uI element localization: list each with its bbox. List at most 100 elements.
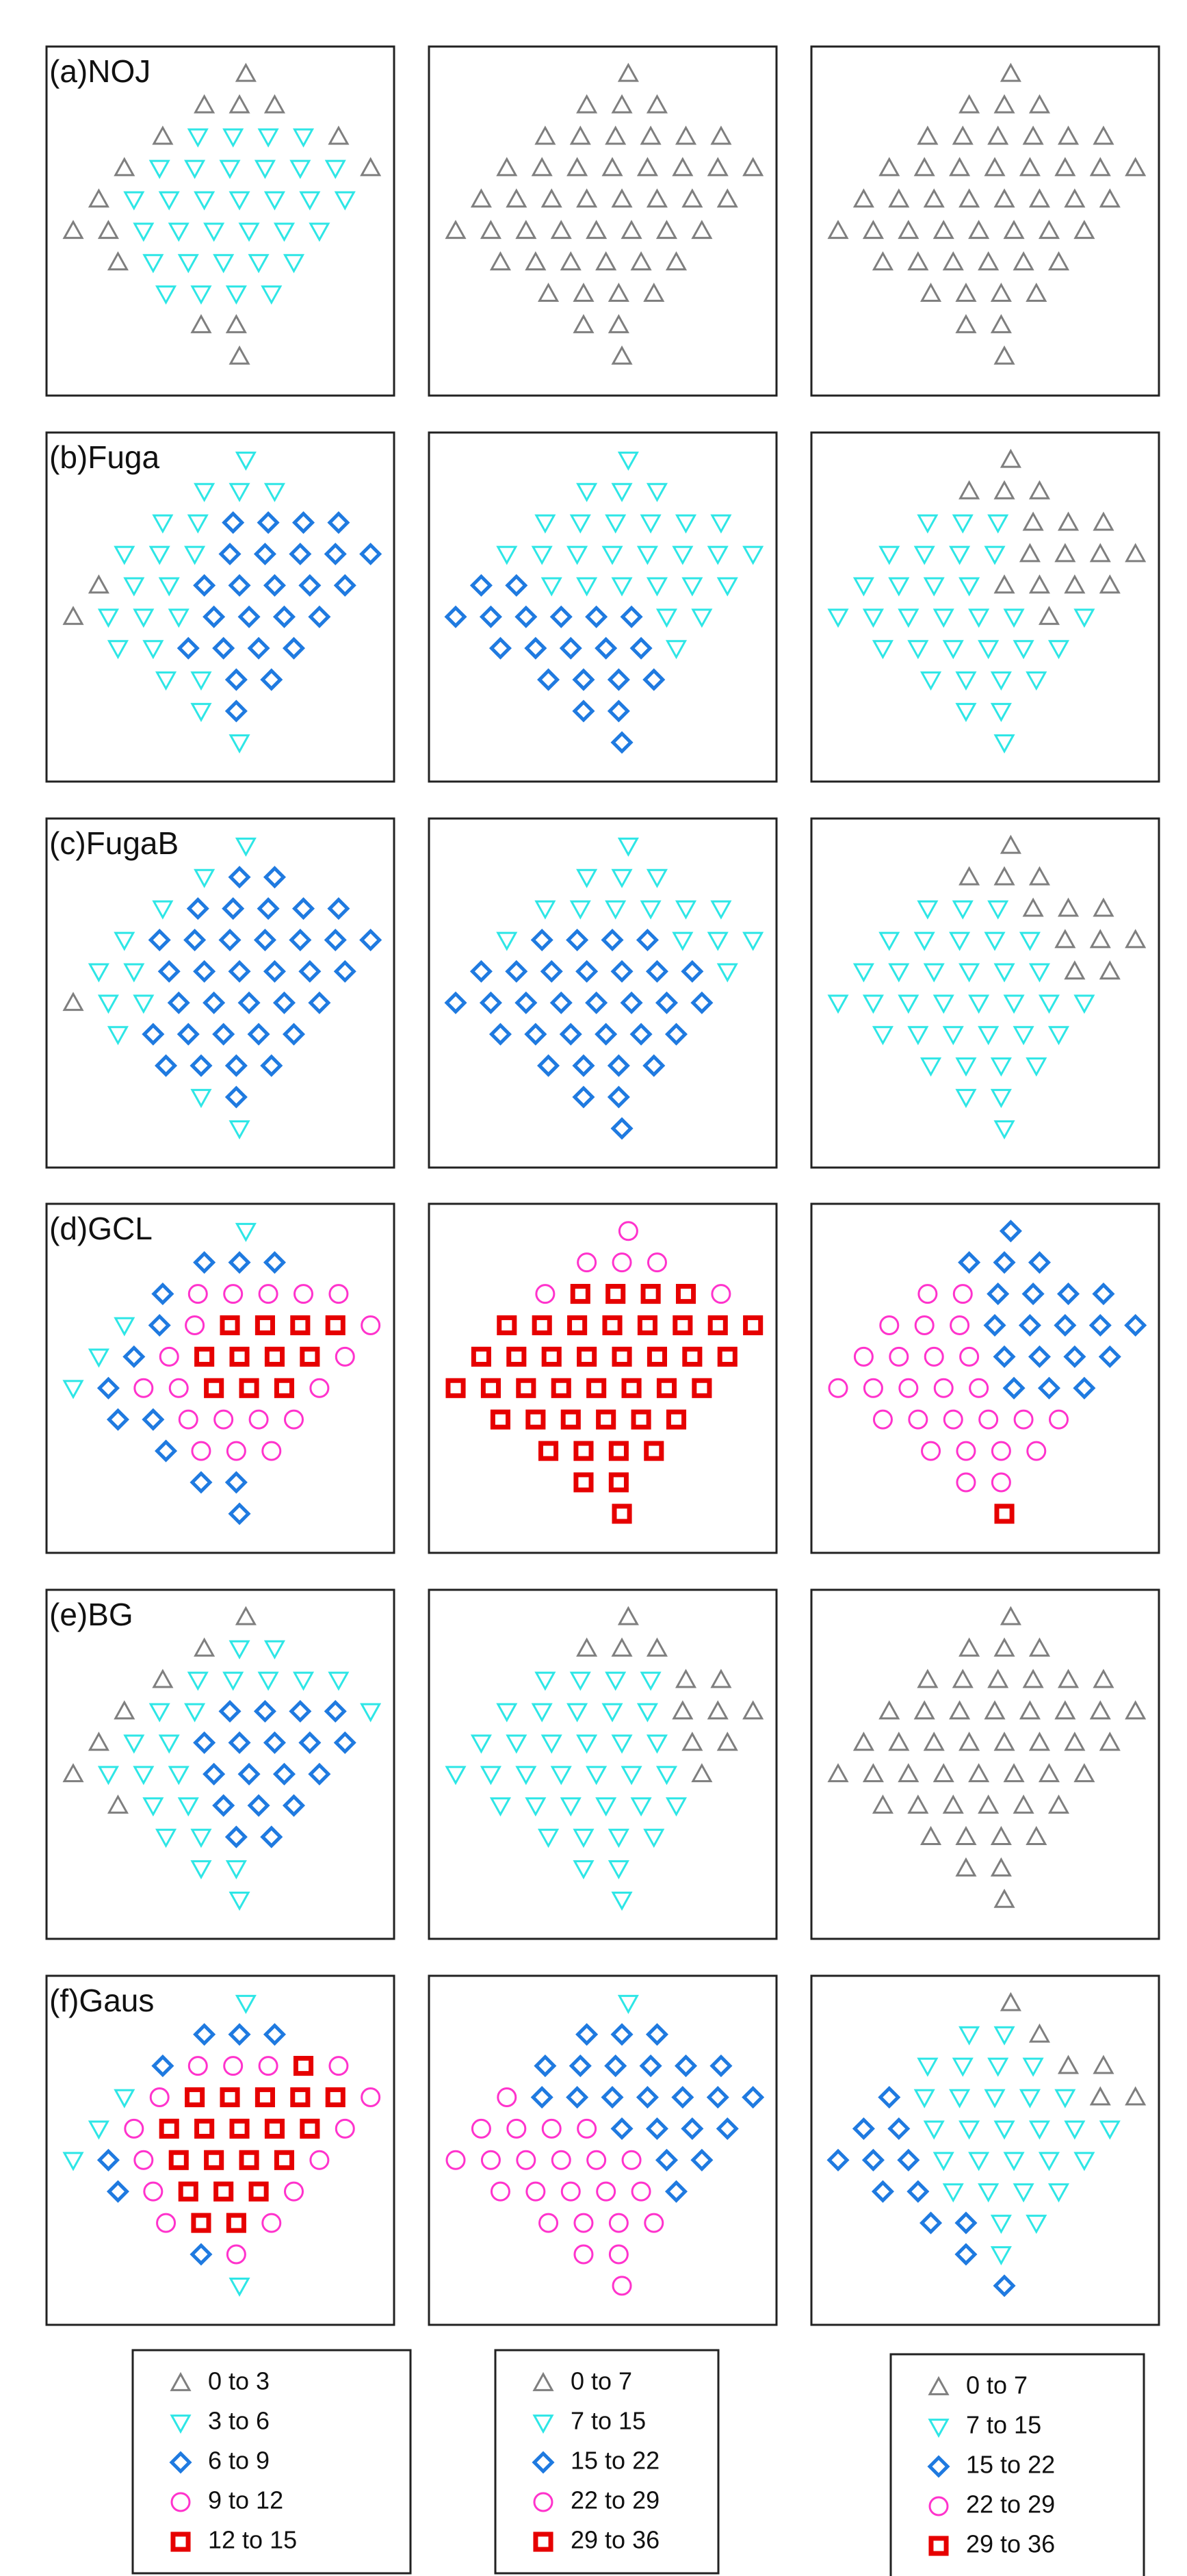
turbine-marker xyxy=(573,1829,595,1849)
turbine-marker xyxy=(1026,671,1047,691)
turbine-marker xyxy=(871,2180,894,2203)
turbine-marker xyxy=(968,994,990,1014)
panel-frame xyxy=(810,1588,1160,1940)
turbine-marker xyxy=(248,254,270,274)
turbine-marker xyxy=(828,1378,848,1398)
turbine-marker xyxy=(327,897,350,920)
turbine-marker xyxy=(187,1671,209,1691)
turbine-marker xyxy=(253,928,276,952)
turbine-marker xyxy=(194,94,216,114)
turbine-marker xyxy=(913,931,935,951)
legend-marker xyxy=(928,2536,949,2556)
turbine-marker xyxy=(993,94,1015,114)
turbine-marker xyxy=(943,1409,963,1430)
turbine-marker xyxy=(569,1671,591,1691)
turbine-marker xyxy=(62,1380,84,1400)
turbine-marker xyxy=(984,157,1006,177)
turbine-marker xyxy=(607,1054,630,1077)
turbine-marker xyxy=(273,222,296,242)
turbine-marker xyxy=(1099,960,1121,980)
turbine-marker xyxy=(229,2277,250,2297)
turbine-marker xyxy=(133,2150,154,2170)
turbine-marker xyxy=(229,734,250,754)
turbine-marker xyxy=(993,2120,1015,2140)
turbine-marker xyxy=(605,1284,626,1304)
turbine-marker xyxy=(229,1120,250,1139)
turbine-marker xyxy=(1089,543,1111,563)
turbine-marker xyxy=(570,1284,590,1304)
turbine-marker xyxy=(290,1315,311,1336)
turbine-marker xyxy=(978,1409,999,1430)
turbine-marker xyxy=(852,963,874,983)
turbine-marker xyxy=(576,577,598,597)
turbine-marker xyxy=(862,608,884,628)
turbine-marker xyxy=(187,514,209,534)
turbine-marker xyxy=(608,1441,629,1461)
turbine-marker xyxy=(601,1703,623,1723)
turbine-marker xyxy=(932,608,954,628)
turbine-marker xyxy=(742,931,764,951)
turbine-marker xyxy=(576,868,598,888)
turbine-marker xyxy=(184,545,206,565)
turbine-marker xyxy=(123,963,145,983)
turbine-marker xyxy=(681,2117,704,2140)
turbine-marker xyxy=(445,1766,467,1786)
turbine-marker xyxy=(827,1763,849,1783)
turbine-marker xyxy=(489,251,511,271)
turbine-marker xyxy=(263,482,286,502)
turbine-marker xyxy=(917,900,939,920)
turbine-marker xyxy=(1089,157,1111,177)
turbine-marker xyxy=(642,668,666,691)
turbine-marker xyxy=(224,1054,248,1077)
turbine-marker xyxy=(213,254,235,274)
turbine-marker xyxy=(586,220,608,240)
turbine-marker xyxy=(656,1378,677,1398)
turbine-marker xyxy=(193,2023,216,2046)
turbine-marker xyxy=(218,1699,242,1723)
turbine-marker xyxy=(1013,251,1034,271)
turbine-marker xyxy=(97,608,119,628)
turbine-marker xyxy=(566,2085,589,2109)
turbine-marker xyxy=(247,1794,270,1817)
turbine-marker xyxy=(152,1669,174,1688)
turbine-marker xyxy=(263,1251,286,1274)
turbine-marker xyxy=(1013,640,1034,660)
turbine-marker xyxy=(914,1315,935,1335)
turbine-marker xyxy=(958,1251,981,1274)
turbine-marker xyxy=(62,220,84,240)
turbine-marker xyxy=(958,2120,980,2140)
turbine-marker xyxy=(1054,2089,1076,2109)
turbine-marker xyxy=(907,1026,929,1046)
turbine-marker xyxy=(235,1606,257,1625)
turbine-marker xyxy=(96,1376,120,1400)
turbine-marker xyxy=(239,2150,259,2170)
turbine-marker xyxy=(675,514,697,534)
turbine-marker xyxy=(114,2089,135,2109)
turbine-marker xyxy=(617,837,639,857)
turbine-marker xyxy=(646,1734,668,1754)
turbine-marker xyxy=(309,2150,330,2170)
turbine-marker xyxy=(224,1085,248,1109)
turbine-marker xyxy=(534,1671,556,1691)
turbine-marker xyxy=(993,345,1015,365)
turbine-marker xyxy=(190,1471,213,1494)
turbine-marker xyxy=(480,1766,501,1786)
turbine-marker xyxy=(445,220,467,240)
turbine-marker xyxy=(707,1700,729,1720)
turbine-marker xyxy=(203,1762,226,1786)
turbine-marker xyxy=(223,1284,244,1304)
turbine-marker xyxy=(514,991,538,1014)
turbine-marker xyxy=(187,2056,208,2076)
turbine-marker xyxy=(88,963,109,983)
turbine-marker xyxy=(675,900,697,920)
turbine-marker xyxy=(497,2087,517,2107)
turbine-marker xyxy=(222,1671,244,1691)
turbine-marker xyxy=(525,1409,546,1430)
turbine-marker xyxy=(333,574,356,597)
turbine-marker xyxy=(1047,1026,1070,1046)
turbine-marker xyxy=(263,1640,286,1660)
turbine-marker xyxy=(194,191,216,211)
turbine-marker xyxy=(1073,2152,1095,2172)
turbine-marker xyxy=(506,1346,527,1367)
